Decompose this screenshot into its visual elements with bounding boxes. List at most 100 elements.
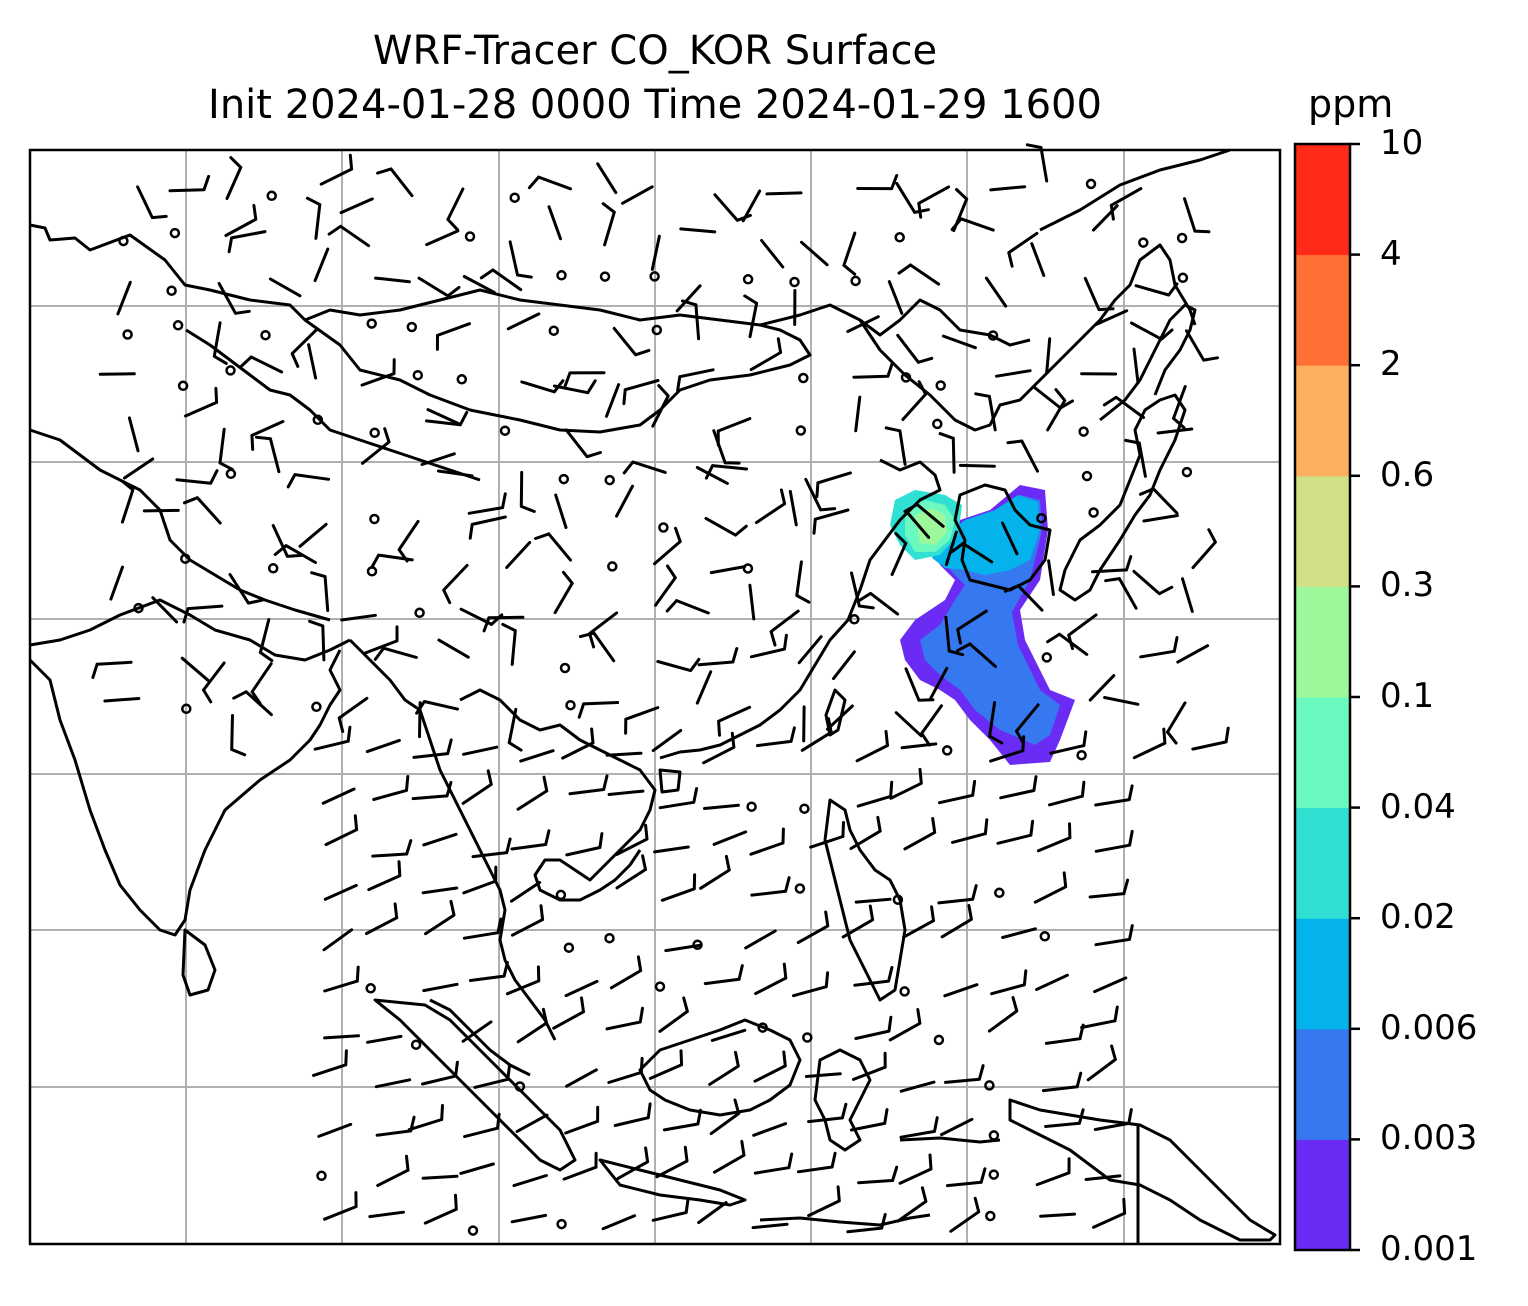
wind-barb bbox=[754, 962, 788, 996]
wind-barb bbox=[703, 964, 744, 986]
wind-barb bbox=[889, 767, 923, 800]
wind-barb bbox=[622, 379, 660, 406]
wind-barb bbox=[218, 427, 234, 471]
wind-barb bbox=[1093, 1108, 1133, 1131]
wind-barb bbox=[940, 1117, 974, 1137]
wind-barb bbox=[313, 725, 352, 751]
calm-wind-marker bbox=[654, 981, 666, 992]
colorbar-tick-label: 0.006 bbox=[1380, 1007, 1478, 1048]
wind-barb bbox=[1092, 1197, 1127, 1229]
wind-barb bbox=[577, 701, 620, 719]
wind-barb bbox=[425, 410, 469, 427]
wind-barb bbox=[788, 489, 798, 527]
wind-barb bbox=[561, 727, 595, 760]
wind-barb bbox=[607, 1056, 644, 1084]
calm-wind-marker bbox=[892, 894, 904, 905]
wind-barb bbox=[999, 775, 1038, 800]
wind-barb bbox=[1124, 438, 1147, 478]
wind-barb bbox=[612, 326, 651, 357]
wind-barb bbox=[660, 873, 697, 902]
wind-barb bbox=[607, 789, 645, 796]
wind-barb bbox=[1093, 976, 1128, 994]
wind-barb bbox=[944, 1064, 985, 1084]
wind-barb bbox=[856, 174, 899, 191]
wind-barb bbox=[507, 707, 523, 752]
wind-barb bbox=[754, 488, 787, 525]
colorbar-unit-label: ppm bbox=[1308, 82, 1394, 126]
wind-barb bbox=[615, 484, 634, 518]
wind-barb bbox=[510, 1213, 548, 1224]
calm-wind-marker bbox=[266, 190, 277, 202]
calm-wind-marker bbox=[1176, 232, 1188, 244]
colorbar-tick-label: 0.003 bbox=[1380, 1118, 1478, 1159]
wind-barb bbox=[142, 508, 180, 513]
wind-barb bbox=[949, 1196, 981, 1233]
wind-barb bbox=[846, 1213, 887, 1234]
wind-barb bbox=[1139, 487, 1179, 515]
wind-barb bbox=[1006, 439, 1039, 473]
wind-barb bbox=[710, 1028, 747, 1042]
wind-barb bbox=[564, 979, 599, 998]
wind-barb bbox=[1084, 1174, 1122, 1181]
wind-barb bbox=[588, 611, 619, 649]
wind-barb bbox=[857, 591, 900, 616]
wind-barb bbox=[849, 1108, 889, 1132]
wind-barb bbox=[1080, 1005, 1119, 1029]
wind-barb bbox=[337, 696, 369, 733]
wind-barb bbox=[854, 897, 892, 904]
wind-barb bbox=[421, 886, 459, 895]
wind-barb bbox=[944, 615, 965, 657]
calm-wind-marker bbox=[556, 270, 567, 281]
calm-wind-marker bbox=[604, 932, 615, 944]
wind-barb bbox=[217, 282, 251, 315]
wind-barb bbox=[717, 705, 752, 737]
wind-barb bbox=[1191, 726, 1230, 751]
calm-wind-marker bbox=[987, 330, 999, 341]
calm-wind-marker bbox=[935, 380, 946, 391]
wind-barb bbox=[655, 1145, 689, 1179]
wind-barb bbox=[339, 197, 374, 215]
wind-barb bbox=[127, 416, 140, 453]
wind-barb bbox=[697, 1201, 728, 1225]
wind-barb bbox=[951, 818, 989, 844]
wind-barb bbox=[702, 731, 736, 765]
wind-barb bbox=[462, 917, 503, 940]
colorbar bbox=[1293, 142, 1360, 1252]
calm-wind-marker bbox=[746, 801, 757, 812]
wind-barb bbox=[1176, 644, 1210, 664]
wind-barb bbox=[340, 613, 377, 622]
wind-barb bbox=[1088, 674, 1116, 702]
calm-wind-marker bbox=[267, 563, 279, 574]
calm-wind-marker bbox=[311, 701, 322, 713]
map-frame bbox=[28, 148, 1282, 1246]
wind-barb bbox=[512, 1174, 548, 1188]
wind-barb bbox=[704, 516, 748, 537]
wind-barb bbox=[109, 565, 124, 601]
wind-barb bbox=[307, 343, 318, 380]
wind-barb bbox=[920, 704, 943, 747]
calm-wind-marker bbox=[899, 986, 910, 997]
wind-barb bbox=[753, 1152, 794, 1175]
calm-wind-marker bbox=[456, 374, 468, 385]
wind-barb bbox=[1035, 1157, 1071, 1187]
wind-barb bbox=[421, 1060, 459, 1086]
wind-barb bbox=[239, 355, 284, 374]
calm-wind-marker bbox=[548, 325, 560, 336]
wind-barb bbox=[616, 1146, 650, 1180]
wind-barb bbox=[421, 1174, 459, 1180]
calm-wind-marker bbox=[509, 192, 520, 203]
wind-barb bbox=[373, 646, 418, 661]
wind-barb bbox=[989, 185, 1027, 192]
calm-wind-marker bbox=[514, 1081, 526, 1092]
wind-barb bbox=[1104, 577, 1138, 610]
wind-barb bbox=[807, 1185, 841, 1218]
wind-barb bbox=[615, 823, 649, 856]
wind-barb bbox=[323, 883, 358, 901]
wind-barb bbox=[286, 473, 331, 489]
wind-barb bbox=[467, 492, 507, 515]
wind-barb bbox=[796, 910, 830, 945]
calm-wind-marker bbox=[742, 274, 754, 285]
wind-barb bbox=[180, 656, 210, 682]
wind-barb bbox=[1103, 696, 1140, 706]
wind-barb bbox=[846, 315, 880, 333]
